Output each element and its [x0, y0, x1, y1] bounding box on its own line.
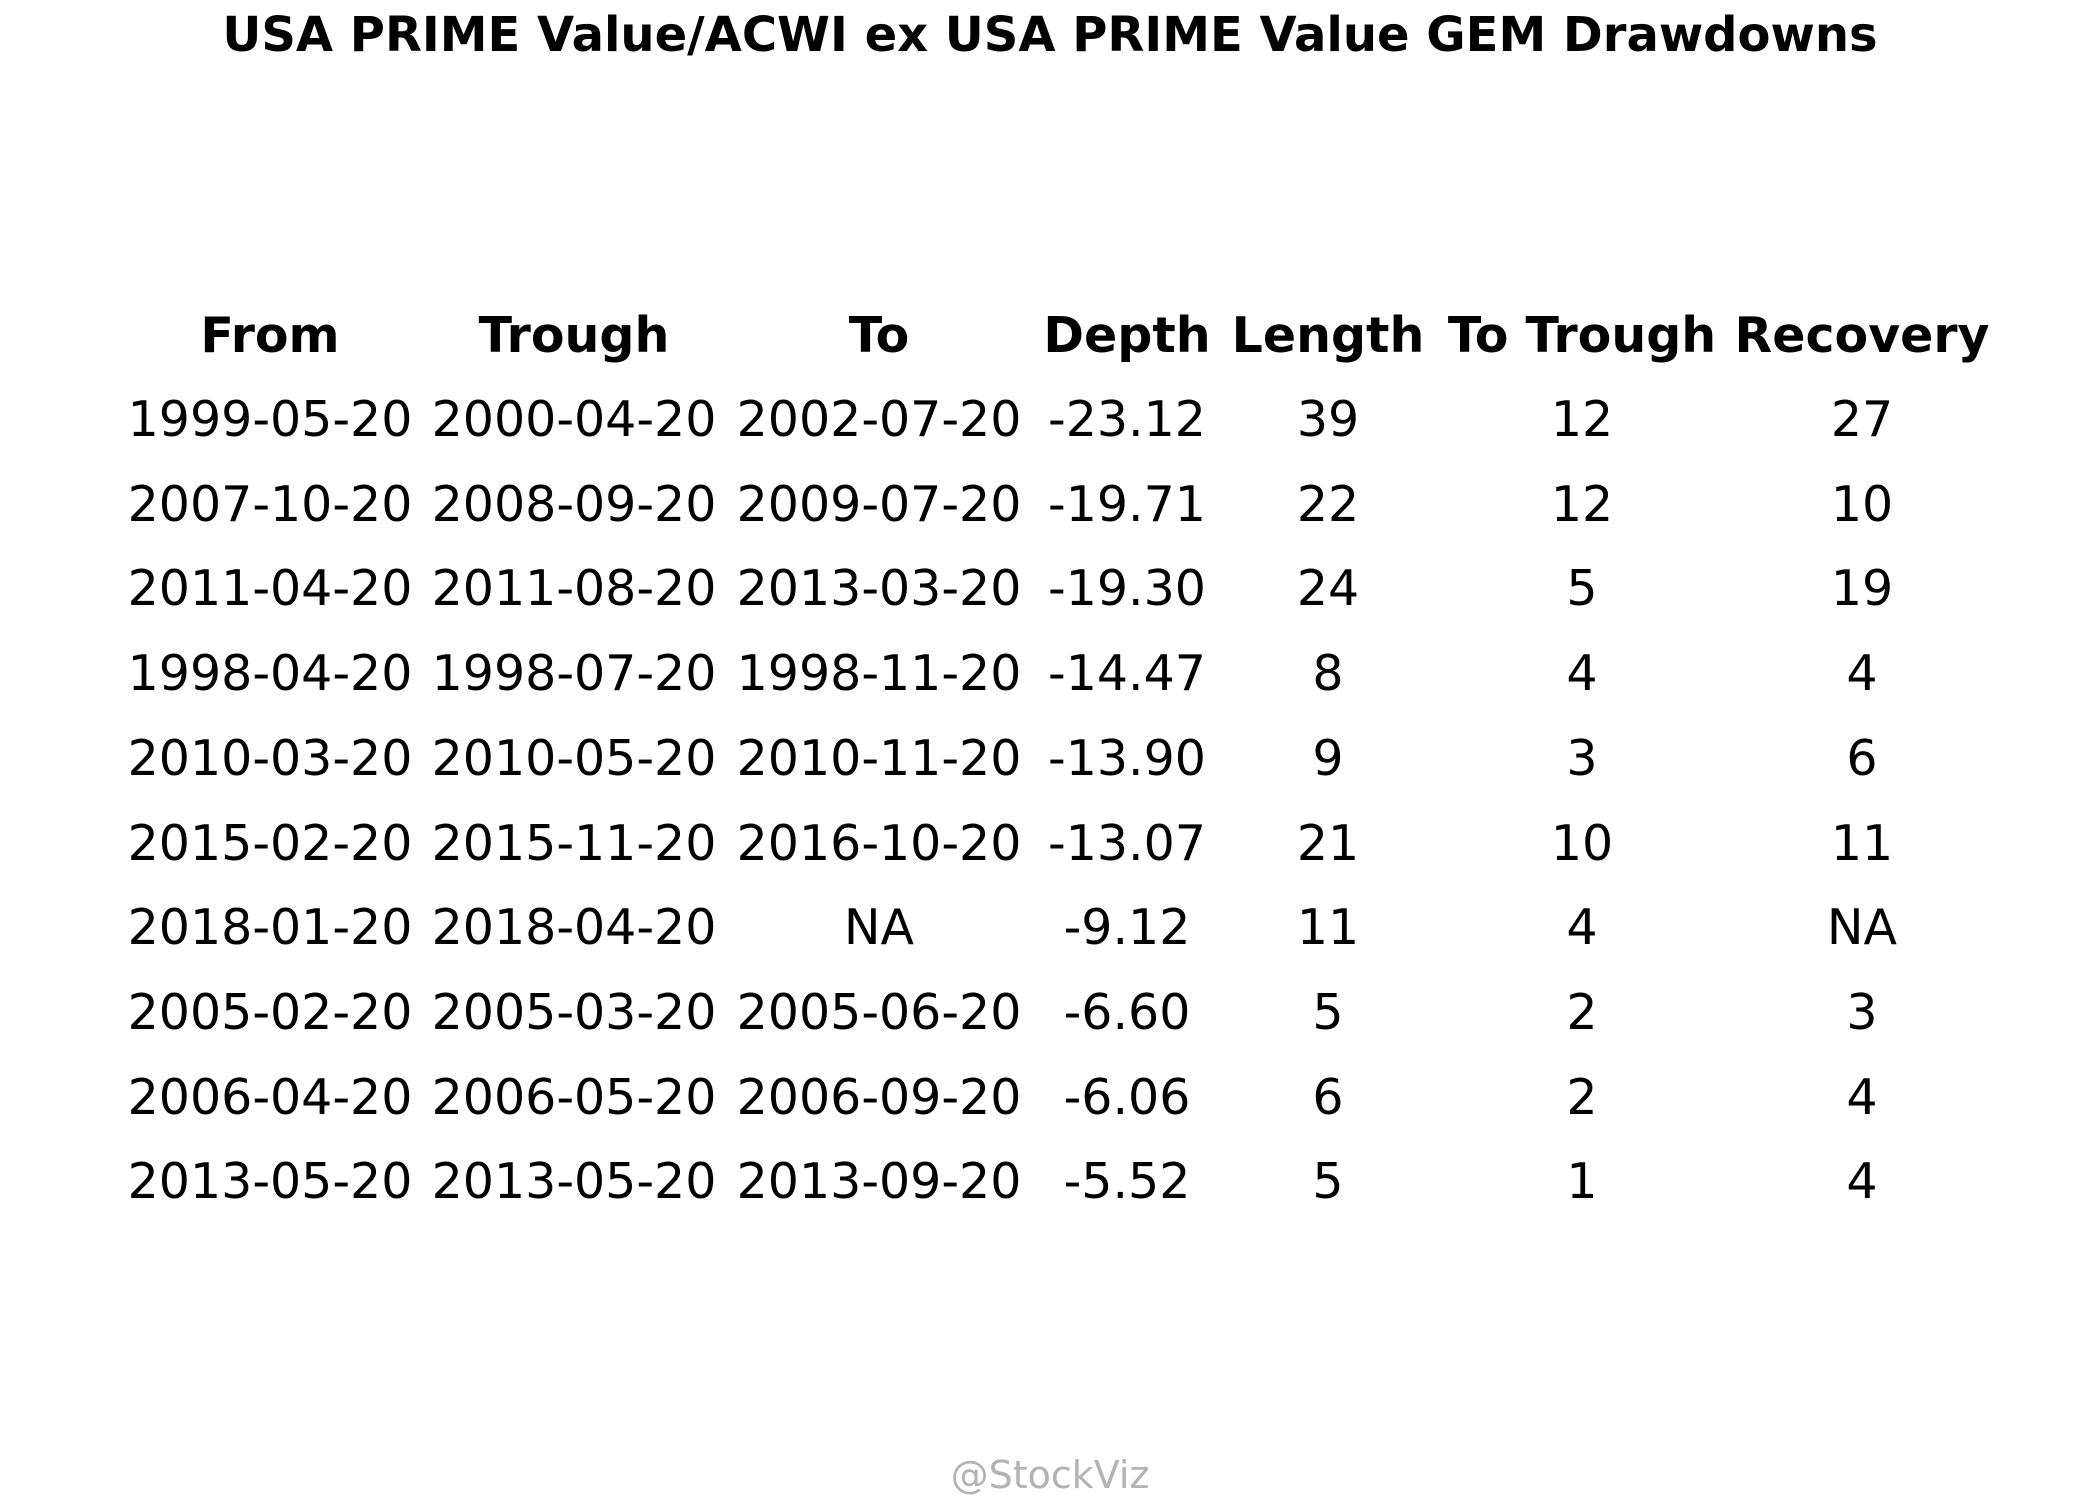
table-cell: 5 [1312, 983, 1344, 1041]
table-cell: 39 [1296, 391, 1360, 448]
table-cell: 19 [1830, 560, 1894, 618]
table-cell: 27 [1830, 391, 1894, 448]
table-cell: 2002-07-20 [736, 391, 1022, 448]
table-cell: 12 [1550, 475, 1614, 533]
table-cell: -19.30 [1048, 560, 1206, 618]
table-cell: 1998-11-20 [736, 645, 1022, 703]
table-cell: 8 [1312, 645, 1344, 703]
table-cell: 1 [1566, 1153, 1598, 1211]
table-cell: -5.52 [1063, 1153, 1191, 1211]
table-cell: 24 [1296, 560, 1360, 618]
table-cell: 2013-05-20 [431, 1153, 717, 1211]
table-cell: 2 [1566, 983, 1598, 1041]
table-cell: 3 [1846, 983, 1878, 1041]
column-header: Trough [478, 307, 670, 364]
watermark: @StockViz [950, 1453, 1150, 1497]
table-cell: 9 [1312, 729, 1344, 787]
table-cell: 2005-06-20 [736, 983, 1022, 1041]
table-cell: 2000-04-20 [431, 391, 717, 448]
table-cell: 2008-09-20 [431, 475, 717, 533]
table-cell: 6 [1846, 729, 1878, 787]
table-cell: 2010-11-20 [736, 729, 1022, 787]
table-cell: 2010-05-20 [431, 729, 717, 787]
table-cell: 2005-02-20 [127, 983, 413, 1041]
table-cell: 2010-03-20 [127, 729, 413, 787]
table-cell: 1999-05-20 [127, 391, 413, 448]
table-cell: 2016-10-20 [736, 814, 1022, 872]
table-cell: 21 [1296, 814, 1360, 872]
column-header: Recovery [1734, 307, 1990, 364]
column-header: From [200, 307, 340, 364]
table-cell: 2009-07-20 [736, 475, 1022, 533]
table-cell: 2006-05-20 [431, 1068, 717, 1126]
table-cell: 2013-03-20 [736, 560, 1022, 618]
table-cell: 6 [1312, 1068, 1344, 1126]
table-cell: 4 [1566, 645, 1598, 703]
table-cell: 2018-01-20 [127, 899, 413, 957]
table-cell: 12 [1550, 391, 1614, 448]
column-header: To Trough [1447, 307, 1717, 364]
table-cell: 2015-02-20 [127, 814, 413, 872]
table-cell: -14.47 [1048, 645, 1206, 703]
table-cell: 2015-11-20 [431, 814, 717, 872]
table-cell: NA [1826, 899, 1898, 957]
table-cell: 1998-04-20 [127, 645, 413, 703]
table-cell: -9.12 [1063, 899, 1191, 957]
table-cell: NA [843, 899, 915, 957]
table-cell: 2007-10-20 [127, 475, 413, 533]
table-cell: 2018-04-20 [431, 899, 717, 957]
table-cell: 5 [1312, 1153, 1344, 1211]
table-cell: 2 [1566, 1068, 1598, 1126]
chart-title: USA PRIME Value/ACWI ex USA PRIME Value … [222, 7, 1878, 63]
table-cell: 3 [1566, 729, 1598, 787]
table-cell: 2013-09-20 [736, 1153, 1022, 1211]
table-cell: -13.07 [1048, 814, 1206, 872]
table-cell: 4 [1846, 1153, 1878, 1211]
table-cell: 11 [1830, 814, 1894, 872]
table-cell: 2011-04-20 [127, 560, 413, 618]
table-cell: -6.06 [1063, 1068, 1191, 1126]
table-cell: -23.12 [1048, 391, 1206, 448]
table-cell: 4 [1846, 1068, 1878, 1126]
table-cell: -13.90 [1048, 729, 1206, 787]
column-header: Length [1231, 307, 1425, 364]
table-cell: 2013-05-20 [127, 1153, 413, 1211]
table-cell: -19.71 [1048, 475, 1206, 533]
table-cell: 5 [1566, 560, 1598, 618]
table-cell: 4 [1566, 899, 1598, 957]
table-cell: 2011-08-20 [431, 560, 717, 618]
column-header: Depth [1043, 307, 1211, 364]
table-cell: 10 [1830, 475, 1894, 533]
table-cell: 4 [1846, 645, 1878, 703]
table-cell: 2005-03-20 [431, 983, 717, 1041]
table-cell: 1998-07-20 [431, 645, 717, 703]
table-cell: 22 [1296, 475, 1360, 533]
table-cell: -6.60 [1063, 983, 1191, 1041]
table-cell: 2006-09-20 [736, 1068, 1022, 1126]
table-cell: 2006-04-20 [127, 1068, 413, 1126]
table-cell: 10 [1550, 814, 1614, 872]
table-cell: 11 [1296, 899, 1360, 957]
column-header: To [848, 307, 910, 364]
